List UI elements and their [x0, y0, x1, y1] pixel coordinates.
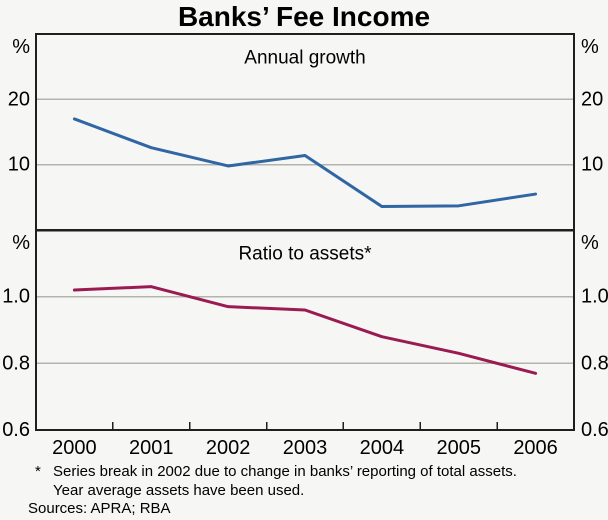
x-axis-label-2004: 2004 — [360, 437, 405, 459]
y-tick-label-left: 0.8 — [2, 352, 30, 374]
y-tick-label-left: 1.0 — [2, 286, 30, 308]
footnote-line2: Year average assets have been used. — [53, 482, 305, 499]
chart-title: Banks’ Fee Income — [177, 1, 431, 32]
y-tick-label-right: 10 — [581, 154, 603, 176]
x-axis-label-2002: 2002 — [206, 437, 251, 459]
y-tick-label-right: 0.6 — [581, 419, 608, 441]
x-axis-label-2005: 2005 — [436, 437, 481, 459]
y-tick-label-right: 20 — [581, 88, 603, 110]
x-axis-label-2000: 2000 — [52, 437, 97, 459]
footnote-line1: Series break in 2002 due to change in ba… — [53, 463, 517, 480]
y-tick-label-left: 0.6 — [2, 419, 30, 441]
sources-line: Sources: APRA; RBA — [28, 500, 171, 517]
y-tick-label-left: 20 — [8, 88, 30, 110]
footnote: * Series break in 2002 due to change in … — [35, 462, 595, 500]
y-tick-label-right: 0.8 — [581, 352, 608, 374]
unit-label-right: % — [581, 232, 599, 254]
x-axis-label-2001: 2001 — [129, 437, 174, 459]
panel-title-annual-growth: Annual growth — [244, 48, 365, 69]
series-ratio-to-assets — [72, 285, 538, 375]
plot-frame — [35, 33, 575, 431]
y-tick-label-left: 10 — [8, 154, 30, 176]
y-tick-label-right: 1.0 — [581, 286, 608, 308]
series-annual-growth — [72, 117, 538, 208]
unit-label-left: % — [12, 232, 30, 254]
footnote-text: Series break in 2002 due to change in ba… — [53, 462, 517, 500]
x-axis-label-2006: 2006 — [513, 437, 558, 459]
unit-label-left: % — [12, 36, 30, 58]
panel-title-ratio-to-assets: Ratio to assets* — [238, 244, 372, 265]
x-axis-label-2003: 2003 — [283, 437, 328, 459]
footnote-marker: * — [35, 463, 41, 480]
unit-label-right: % — [581, 36, 599, 58]
